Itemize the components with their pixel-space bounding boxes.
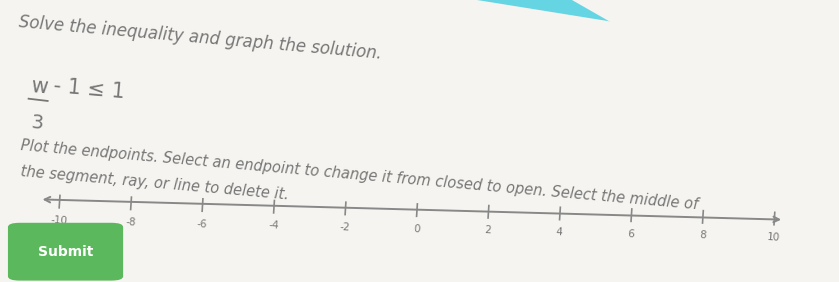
Text: 8: 8 <box>699 230 706 241</box>
Text: Plot the endpoints. Select an endpoint to change it from closed to open. Select : Plot the endpoints. Select an endpoint t… <box>20 138 699 212</box>
Text: 3: 3 <box>30 113 44 133</box>
Text: w: w <box>30 76 49 98</box>
Polygon shape <box>572 0 795 127</box>
Text: Solve the inequality and graph the solution.: Solve the inequality and graph the solut… <box>18 13 383 62</box>
Text: - 1 ≤ 1: - 1 ≤ 1 <box>52 76 125 102</box>
Text: 4: 4 <box>555 227 563 237</box>
Text: Submit: Submit <box>38 245 93 259</box>
Text: -6: -6 <box>196 219 207 229</box>
Text: the segment, ray, or line to delete it.: the segment, ray, or line to delete it. <box>20 164 289 202</box>
Polygon shape <box>477 0 795 51</box>
Text: -8: -8 <box>125 217 136 228</box>
Text: 0: 0 <box>413 224 420 234</box>
Text: -2: -2 <box>340 222 351 233</box>
Text: 10: 10 <box>767 232 780 243</box>
Text: -10: -10 <box>50 215 68 226</box>
FancyBboxPatch shape <box>8 223 123 281</box>
Text: 2: 2 <box>484 225 492 236</box>
Text: 6: 6 <box>628 229 634 239</box>
Text: -4: -4 <box>268 220 279 231</box>
